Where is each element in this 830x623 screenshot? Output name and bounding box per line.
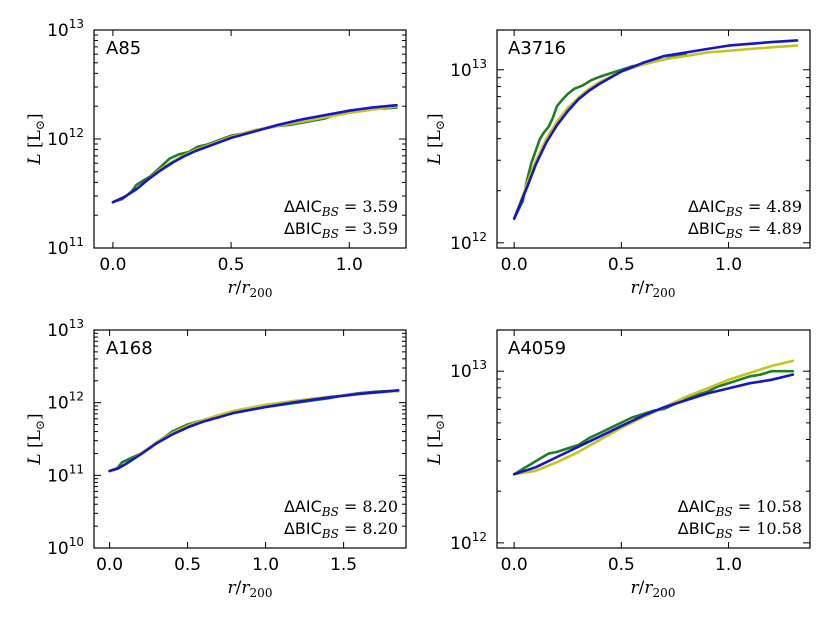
y-axis-label: L [L⊙] [25,413,47,465]
cluster-label: A85 [106,38,141,59]
stat-line: ΔAICBS = 3.59 [284,197,398,219]
cluster-label: A4059 [508,338,566,359]
cluster-label: A168 [106,338,153,359]
stat-line: ΔAICBS = 4.89 [688,197,802,219]
panel-a168: 0.0 0.5 1.0 1.5 1010 1011 1012 1013 A168 ΔAICBS… [25,317,407,600]
y-tick-label: 1012 [450,530,487,554]
y-tick-label: 1012 [47,390,84,414]
x-tick-label: 0.0 [501,255,528,275]
ticks: 0.0 0.5 1.0 1011 1012 1013 [47,17,406,275]
series-data [108,389,400,473]
curves [108,388,400,473]
ticks: 0.0 0.5 1.0 1012 1013 [450,30,810,275]
x-tick-label: 1.5 [330,555,357,575]
y-axis-label: L [L⊙] [425,113,447,165]
series-yellow-model [111,105,398,204]
y-tick-label: 1013 [450,358,487,382]
series-blue-model [108,388,400,473]
stat-line: ΔBICBS = 3.59 [284,219,398,241]
x-tick-label: 0.0 [99,255,126,275]
stat-line: ΔAICBS = 8.20 [284,497,398,519]
series-yellow-model [512,44,799,220]
x-tick-label: 0.5 [608,255,635,275]
x-tick-label: 0.0 [96,555,123,575]
x-axis-label: r/r200 [228,278,273,300]
y-tick-label: 1013 [450,57,487,81]
panel-a3716: 0.0 0.5 1.0 1012 1013 A3716 ΔAICBS = 4.89ΔBI… [425,29,811,300]
x-tick-label: 0.5 [608,555,635,575]
stat-line: ΔBICBS = 4.89 [688,219,802,241]
panel-a85: 0.0 0.5 1.0 1011 1012 1013 A85 ΔAICBS = 3.59Δ… [25,17,407,300]
y-tick-label: 1013 [47,317,84,341]
stat-line: ΔBICBS = 10.58 [678,519,802,541]
series-blue-model [512,39,799,220]
x-tick-label: 0.5 [218,255,245,275]
stat-line: ΔAICBS = 10.58 [678,497,802,519]
plot-frame [496,329,811,549]
x-tick-label: 0.5 [174,555,201,575]
curves [512,39,799,220]
x-tick-label: 0.0 [501,555,528,575]
series-blue-model [111,103,398,204]
x-tick-label: 1.0 [252,555,279,575]
y-axis-label: L [L⊙] [425,413,447,465]
ticks: 0.0 0.5 1.0 1012 1013 [450,330,810,575]
x-tick-label: 1.0 [715,255,742,275]
curves [512,359,795,476]
y-tick-label: 1011 [47,235,84,259]
panel-a4059: 0.0 0.5 1.0 1012 1013 A4059 ΔAICBS = 10.58ΔB… [425,329,811,600]
stat-line: ΔBICBS = 8.20 [284,519,398,541]
y-axis-label: L [L⊙] [25,113,47,165]
series-yellow-model [108,389,400,473]
ticks: 0.0 0.5 1.0 1.5 1010 1011 1012 1013 [47,317,406,575]
x-axis-label: r/r200 [631,578,676,600]
plot-frame [93,329,407,549]
y-tick-label: 1013 [47,17,84,41]
x-axis-label: r/r200 [228,578,273,600]
cluster-label: A3716 [508,38,566,59]
curves [111,103,398,204]
series-blue-model [512,373,795,476]
x-tick-label: 1.0 [336,255,363,275]
series-data [512,52,688,220]
series-data [111,106,398,204]
y-tick-label: 1012 [450,230,487,254]
x-axis-label: r/r200 [631,278,676,300]
x-tick-label: 1.0 [715,555,742,575]
y-tick-label: 1012 [47,126,84,150]
y-tick-label: 1010 [47,535,84,559]
y-tick-label: 1011 [47,462,84,486]
